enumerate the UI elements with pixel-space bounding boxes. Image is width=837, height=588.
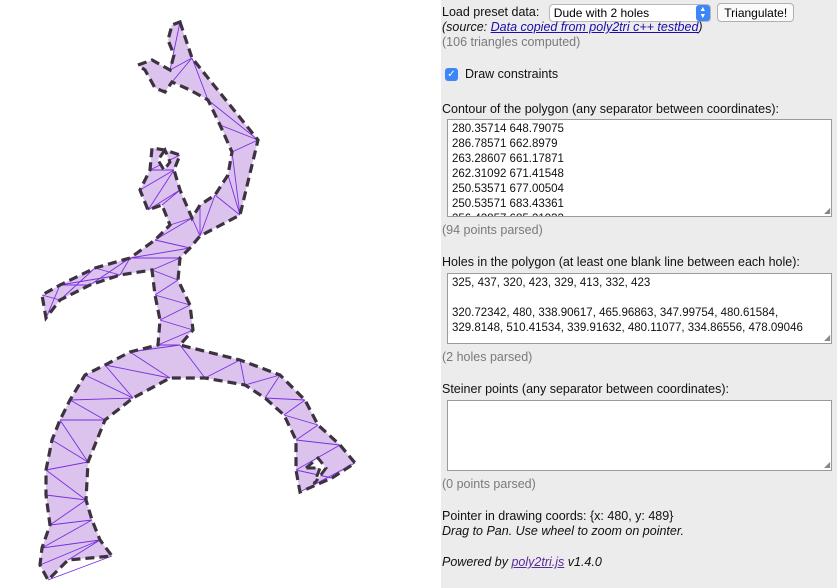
drawing-canvas[interactable]: [0, 0, 441, 588]
steiner-resize-grip-icon[interactable]: ◢: [824, 461, 832, 469]
steiner-label: Steiner points (any separator between co…: [442, 382, 729, 397]
triangles-computed: (106 triangles computed): [442, 35, 580, 50]
powered-prefix: Powered by: [442, 555, 511, 569]
holes-resize-grip-icon[interactable]: ◢: [824, 334, 832, 342]
triangulation-svg[interactable]: [0, 0, 441, 588]
control-panel: Load preset data: Dude with 2 holes ▲ ▼ T…: [441, 0, 837, 588]
holes-parsed: (2 holes parsed): [442, 350, 532, 365]
polygon-constraint-outline: [40, 22, 355, 580]
holes-label: Holes in the polygon (at least one blank…: [442, 255, 800, 270]
draw-constraints-label[interactable]: Draw constraints: [465, 67, 558, 81]
preset-select-wrap[interactable]: Dude with 2 holes ▲ ▼: [543, 4, 711, 22]
steiner-parsed: (0 points parsed): [442, 477, 536, 492]
draw-constraints-checkbox[interactable]: ✓: [445, 68, 458, 81]
preset-select[interactable]: Dude with 2 holes: [549, 4, 711, 22]
contour-textarea[interactable]: 280.35714 648.79075 286.78571 662.8979 2…: [447, 119, 832, 217]
holes-textarea[interactable]: 325, 437, 320, 423, 329, 413, 332, 423 3…: [447, 273, 832, 344]
powered-suffix: v1.4.0: [564, 555, 602, 569]
pointer-coords: Pointer in drawing coords: {x: 480, y: 4…: [442, 509, 673, 524]
draw-constraints-row[interactable]: ✓ Draw constraints: [445, 67, 558, 82]
preset-label: Load preset data:: [442, 5, 539, 19]
triangulate-button[interactable]: Triangulate!: [717, 3, 794, 22]
contour-parsed: (94 points parsed): [442, 223, 543, 238]
source-suffix: ): [698, 20, 702, 34]
steiner-textarea[interactable]: [447, 400, 832, 471]
contour-label: Contour of the polygon (any separator be…: [442, 102, 779, 117]
pointer-hint: Drag to Pan. Use wheel to zoom on pointe…: [442, 524, 684, 539]
poly2tri-link[interactable]: poly2tri.js: [511, 555, 564, 569]
source-link[interactable]: Data copied from poly2tri c++ testbed: [491, 20, 699, 34]
source-prefix: (source:: [442, 20, 491, 34]
source-line: (source: Data copied from poly2tri c++ t…: [442, 20, 703, 35]
powered-by-line: Powered by poly2tri.js v1.4.0: [442, 555, 602, 570]
contour-resize-grip-icon[interactable]: ◢: [824, 207, 832, 215]
